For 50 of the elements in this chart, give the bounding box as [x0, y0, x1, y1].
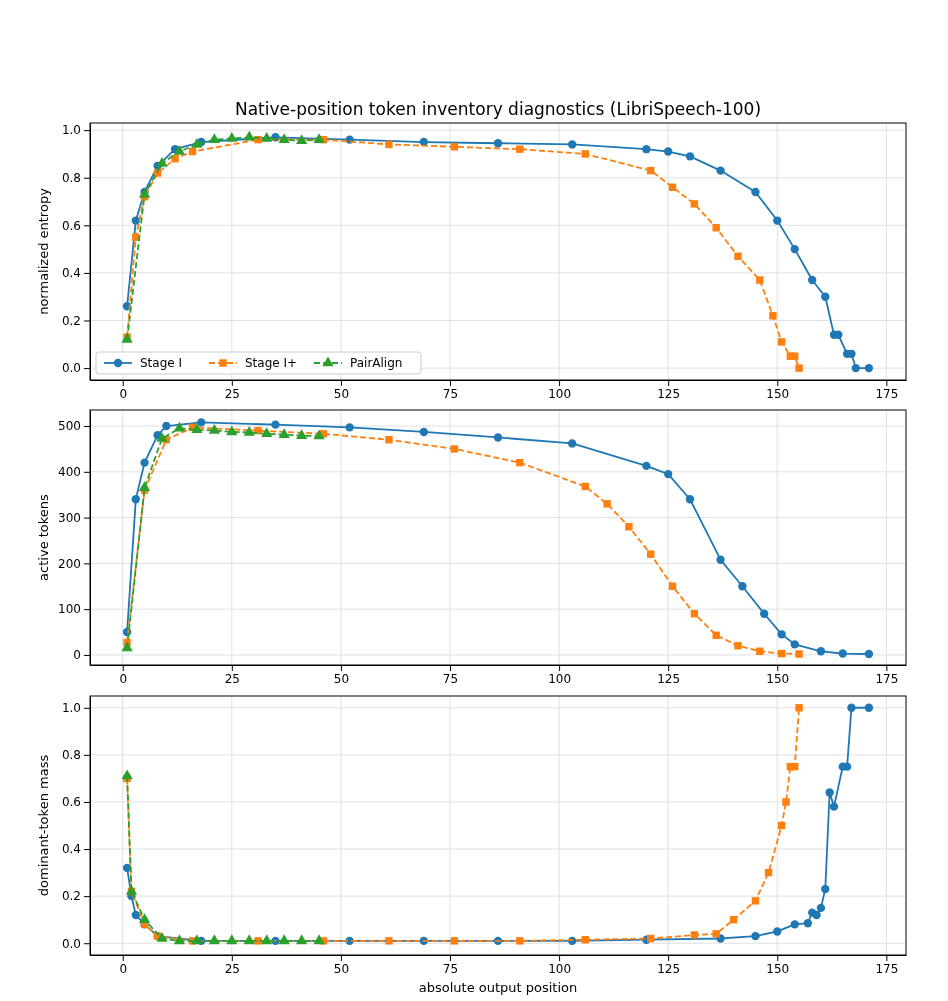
y-tick-label: 0	[73, 648, 81, 663]
y-tick-label: 300	[58, 510, 81, 525]
y-tick-label: 0.4	[61, 842, 81, 857]
y-tick-label: 200	[58, 556, 81, 571]
x-tick-label: 175	[875, 961, 899, 976]
legend-label: Stage I+	[245, 356, 298, 370]
y-tick-label: 0.6	[61, 218, 81, 233]
x-tick-label: 0	[119, 961, 128, 976]
x-tick-label: 150	[766, 961, 790, 976]
y-tick-label: 0.8	[61, 748, 81, 763]
x-tick-label: 25	[224, 961, 240, 976]
y-tick-label: 0.8	[61, 171, 81, 186]
x-tick-label: 25	[224, 386, 240, 401]
y-tick-label: 400	[58, 465, 81, 480]
x-tick-label: 100	[548, 386, 572, 401]
x-tick-label: 100	[548, 961, 572, 976]
legend-label: Stage I	[140, 356, 183, 370]
y-tick-label: 0.0	[61, 936, 81, 951]
x-tick-label: 125	[657, 671, 681, 686]
y-tick-label: 0.2	[61, 313, 81, 328]
y-tick-label: 0.4	[61, 266, 81, 281]
x-tick-label: 100	[548, 671, 572, 686]
x-tick-label: 50	[333, 961, 350, 976]
legend-label: PairAlign	[350, 356, 403, 370]
y-tick-label: 100	[58, 602, 81, 617]
x-tick-label: 150	[766, 386, 790, 401]
x-tick-label: 50	[333, 386, 350, 401]
y-axis-title: dominant-token mass	[36, 754, 51, 897]
y-axis-title: active tokens	[36, 493, 51, 581]
y-axis-title: normalized entropy	[36, 187, 51, 315]
x-tick-label: 125	[657, 961, 681, 976]
x-tick-label: 175	[875, 671, 899, 686]
y-tick-label: 0.2	[61, 889, 81, 904]
x-tick-label: 125	[657, 386, 681, 401]
x-tick-label: 25	[224, 671, 240, 686]
y-tick-label: 500	[58, 419, 81, 434]
y-tick-label: 1.0	[61, 701, 81, 716]
y-tick-label: 0.6	[61, 795, 81, 810]
x-axis-title: absolute output position	[418, 980, 578, 995]
x-tick-label: 75	[442, 961, 459, 976]
x-tick-label: 175	[875, 386, 899, 401]
x-tick-label: 75	[442, 671, 459, 686]
y-tick-label: 1.0	[61, 123, 81, 138]
chart-title: Native-position token inventory diagnostics (LibriSpeech-100)	[234, 99, 762, 119]
x-tick-label: 0	[119, 386, 128, 401]
x-tick-label: 75	[442, 386, 459, 401]
x-tick-label: 50	[333, 671, 350, 686]
x-tick-label: 150	[766, 671, 790, 686]
x-tick-label: 0	[119, 671, 128, 686]
y-tick-label: 0.0	[61, 361, 81, 376]
